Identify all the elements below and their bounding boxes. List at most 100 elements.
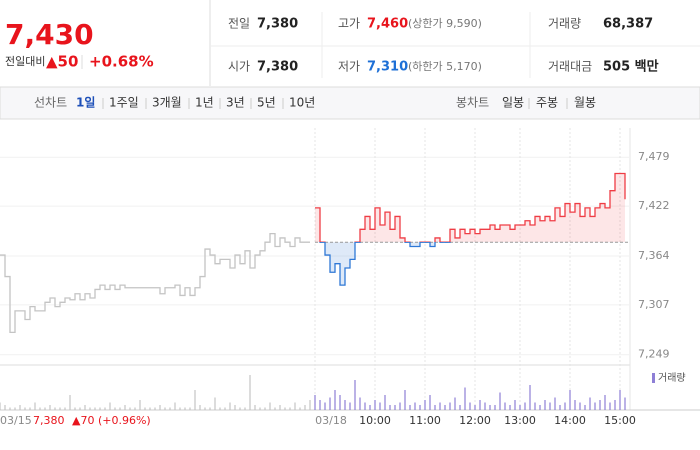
- stat-value: 505 백만: [603, 59, 659, 75]
- change-rate: +0.68%: [89, 53, 154, 71]
- volume-bar: [54, 407, 56, 410]
- volume-bar: [394, 405, 396, 410]
- volume-bar: [4, 405, 6, 410]
- volume-bar: [279, 405, 281, 410]
- volume-bar: [619, 390, 621, 410]
- volume-bar: [364, 402, 366, 410]
- volume-bar: [124, 405, 126, 410]
- period-tab[interactable]: 3개월: [152, 96, 182, 110]
- candle-tab[interactable]: 주봉: [536, 96, 558, 110]
- period-tab[interactable]: 1주일: [109, 96, 139, 110]
- volume-bar: [109, 402, 111, 410]
- stat-value: 68,387: [603, 17, 653, 32]
- volume-bar: [309, 400, 311, 410]
- volume-bar: [284, 407, 286, 410]
- volume-bar: [269, 402, 271, 410]
- footer-date: 03/15: [0, 414, 32, 427]
- volume-bar: [624, 397, 626, 410]
- x-tick-label: 11:00: [409, 414, 441, 427]
- candle-tab[interactable]: 월봉: [574, 96, 596, 110]
- volume-bar: [274, 407, 276, 410]
- volume-bar: [579, 402, 581, 410]
- volume-bar: [79, 407, 81, 410]
- volume-bar: [384, 395, 386, 410]
- volume-bar: [319, 400, 321, 410]
- volume-bar: [194, 390, 196, 410]
- period-tab[interactable]: 1일: [76, 96, 95, 110]
- x-tick-label: 12:00: [459, 414, 491, 427]
- volume-bar: [239, 407, 241, 410]
- volume-bar: [504, 402, 506, 410]
- volume-bar: [459, 405, 461, 410]
- price-line: [0, 232, 310, 334]
- stat-label: 거래량: [548, 17, 581, 31]
- period-tab[interactable]: 10년: [289, 96, 315, 110]
- volume-bar: [24, 407, 26, 410]
- volume-bar: [599, 400, 601, 410]
- volume-bar: [39, 407, 41, 410]
- volume-bar: [209, 407, 211, 410]
- volume-bar: [614, 400, 616, 410]
- stat-value: 7,380: [257, 60, 298, 75]
- legend-swatch: [652, 373, 655, 383]
- volume-bar: [114, 407, 116, 410]
- period-tab[interactable]: 5년: [257, 96, 276, 110]
- x-tick-label: 14:00: [554, 414, 586, 427]
- footer-change: ▲70 (+0.96%): [72, 414, 151, 427]
- volume-bar: [44, 407, 46, 410]
- volume-bar: [584, 405, 586, 410]
- volume-bar: [229, 402, 231, 410]
- period-tab[interactable]: 3년: [226, 96, 245, 110]
- volume-bar: [379, 402, 381, 410]
- change: ▲50: [46, 53, 78, 71]
- volume-bar: [99, 407, 101, 410]
- volume-bar: [49, 405, 51, 410]
- volume-bar: [149, 407, 151, 410]
- volume-bar: [544, 400, 546, 410]
- volume-bar: [534, 402, 536, 410]
- volume-bar: [404, 390, 406, 410]
- price-line: [315, 172, 626, 286]
- volume-bar: [9, 407, 11, 410]
- candle-tab[interactable]: 일봉: [502, 96, 524, 110]
- volume-bar: [234, 405, 236, 410]
- stat-value: 7,380: [257, 17, 298, 32]
- volume-bar: [514, 400, 516, 410]
- volume-bar: [129, 407, 131, 410]
- volume-bar: [419, 405, 421, 410]
- volume-bar: [604, 395, 606, 410]
- volume-bar: [179, 407, 181, 410]
- tab-bar: [0, 86, 700, 120]
- stat-note: (하한가 5,170): [408, 59, 482, 73]
- volume-bar: [414, 402, 416, 410]
- stat-label: 전일: [228, 17, 250, 31]
- volume-bar: [74, 407, 76, 410]
- volume-bar: [154, 407, 156, 410]
- volume-bar: [489, 405, 491, 410]
- volume-bar: [474, 405, 476, 410]
- volume-bar: [454, 397, 456, 410]
- volume-bar: [549, 402, 551, 410]
- volume-bar: [244, 407, 246, 410]
- volume-bar: [199, 405, 201, 410]
- footer-close: 7,380: [33, 414, 65, 427]
- volume-bar: [324, 402, 326, 410]
- volume-bar: [169, 407, 171, 410]
- x-tick-label: 13:00: [504, 414, 536, 427]
- volume-bar: [89, 407, 91, 410]
- volume-bar: [574, 400, 576, 410]
- volume-bar: [34, 402, 36, 410]
- volume-bar: [94, 407, 96, 410]
- volume-bar: [164, 407, 166, 410]
- period-tab[interactable]: 1년: [195, 96, 214, 110]
- volume-bar: [369, 405, 371, 410]
- y-tick-label: 7,364: [638, 249, 670, 262]
- volume-bar: [0, 402, 1, 410]
- volume-bar: [464, 387, 466, 410]
- volume-bar: [249, 375, 251, 410]
- volume-bar: [349, 402, 351, 410]
- stat-label: 저가: [338, 60, 360, 74]
- volume-bar: [564, 402, 566, 410]
- volume-bar: [529, 385, 531, 410]
